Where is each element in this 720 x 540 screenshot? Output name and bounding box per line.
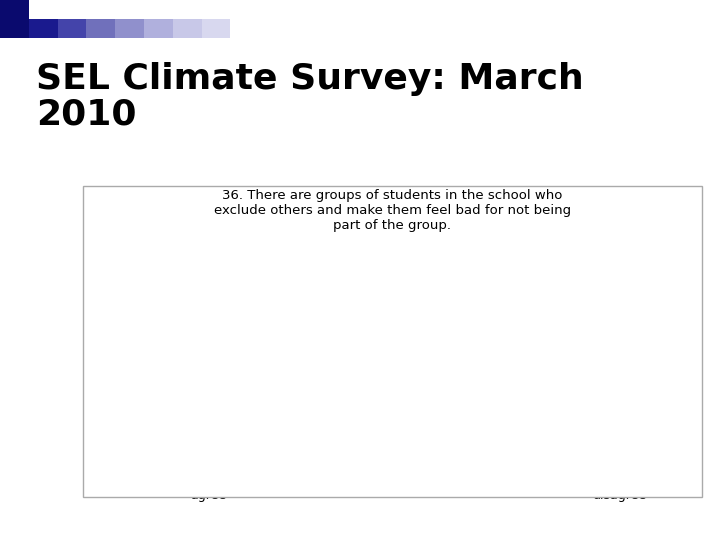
Bar <box>144 19 173 38</box>
Text: SEL Climate Survey: March: SEL Climate Survey: March <box>36 62 584 96</box>
Text: 2010: 2010 <box>36 97 137 131</box>
Text: 28%: 28% <box>195 322 222 335</box>
Bar <box>115 19 144 38</box>
Bar <box>86 19 115 38</box>
Text: 3%: 3% <box>609 436 629 449</box>
Text: 31%: 31% <box>332 308 359 321</box>
Bar <box>173 19 202 38</box>
Bar <box>588 451 650 464</box>
Bar <box>29 19 58 38</box>
Bar <box>0 0 29 19</box>
Bar <box>202 19 230 38</box>
Bar <box>178 337 240 464</box>
Bar <box>58 19 86 38</box>
Text: 12%: 12% <box>469 395 496 408</box>
Text: 36. There are groups of students in the school who
exclude others and make them : 36. There are groups of students in the … <box>214 189 571 232</box>
Bar <box>0 19 29 38</box>
Bar <box>315 323 377 464</box>
Bar <box>451 410 513 464</box>
